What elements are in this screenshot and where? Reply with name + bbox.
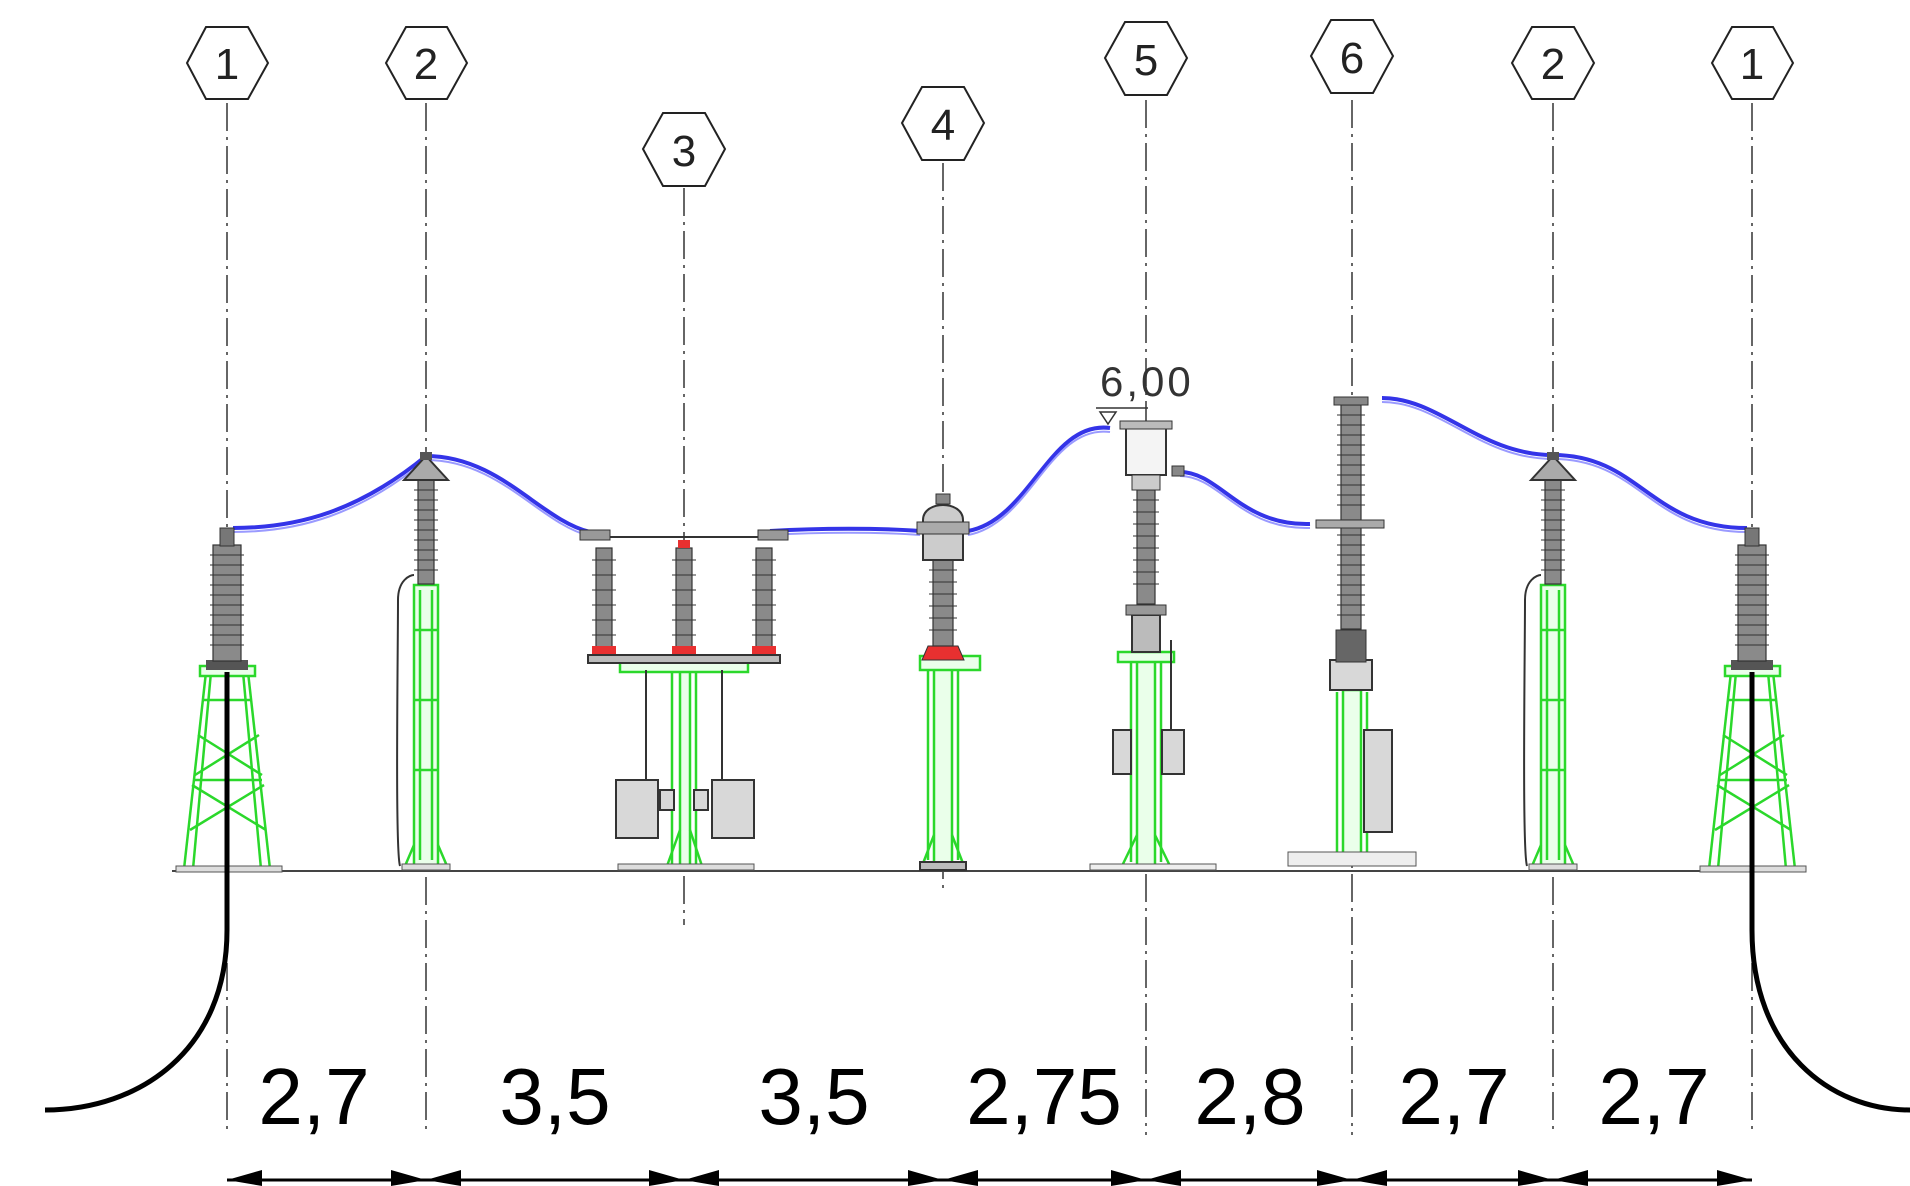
- post-insulator-left: [396, 452, 451, 871]
- post-insulator-right: [1523, 452, 1578, 871]
- cable-termination-right: [1699, 527, 1910, 1113]
- tag-label: 5: [1134, 36, 1158, 85]
- tag-label: 1: [215, 40, 239, 89]
- tag-label: 2: [1541, 40, 1565, 89]
- tag-3: 3: [641, 112, 727, 187]
- tag-hexagons: 1 2 3 4 5 6 2 1: [185, 19, 1795, 187]
- voltage-transformer: [916, 493, 982, 871]
- tag-1-right: 1: [1710, 26, 1795, 100]
- tag-5: 5: [1103, 21, 1189, 96]
- tag-1-left: 1: [185, 26, 270, 100]
- elevation-marker: 6,00: [1096, 358, 1194, 426]
- spacing-label: 2,8: [1194, 1052, 1305, 1141]
- spacing-label: 2,75: [966, 1052, 1122, 1141]
- elevation-label: 6,00: [1100, 358, 1194, 405]
- tag-2-left: 2: [384, 26, 469, 100]
- disconnector: [579, 529, 789, 871]
- tag-label: 2: [414, 40, 438, 89]
- cable-termination-left: [44, 527, 283, 1113]
- spacing-label: 3,5: [499, 1052, 610, 1141]
- spacing-label: 2,7: [1598, 1052, 1709, 1141]
- spacing-label: 3,5: [758, 1052, 869, 1141]
- tag-label: 6: [1340, 34, 1364, 83]
- spacing-label: 2,7: [1398, 1052, 1509, 1141]
- centerlines: [226, 100, 1753, 1135]
- tag-label: 1: [1740, 40, 1764, 89]
- current-transformer: [1089, 420, 1217, 871]
- surge-arrester: [1287, 396, 1417, 867]
- tag-label: 3: [672, 127, 696, 176]
- dimension-line: 2,7 3,5 3,5 2,75 2,8 2,7 2,7: [227, 1052, 1752, 1186]
- spacing-label: 2,7: [258, 1052, 369, 1141]
- tag-label: 4: [931, 101, 955, 150]
- overhead-conductors: [232, 396, 1748, 537]
- tag-6: 6: [1309, 19, 1395, 94]
- tag-2-right: 2: [1510, 26, 1596, 100]
- tag-4: 4: [900, 86, 986, 161]
